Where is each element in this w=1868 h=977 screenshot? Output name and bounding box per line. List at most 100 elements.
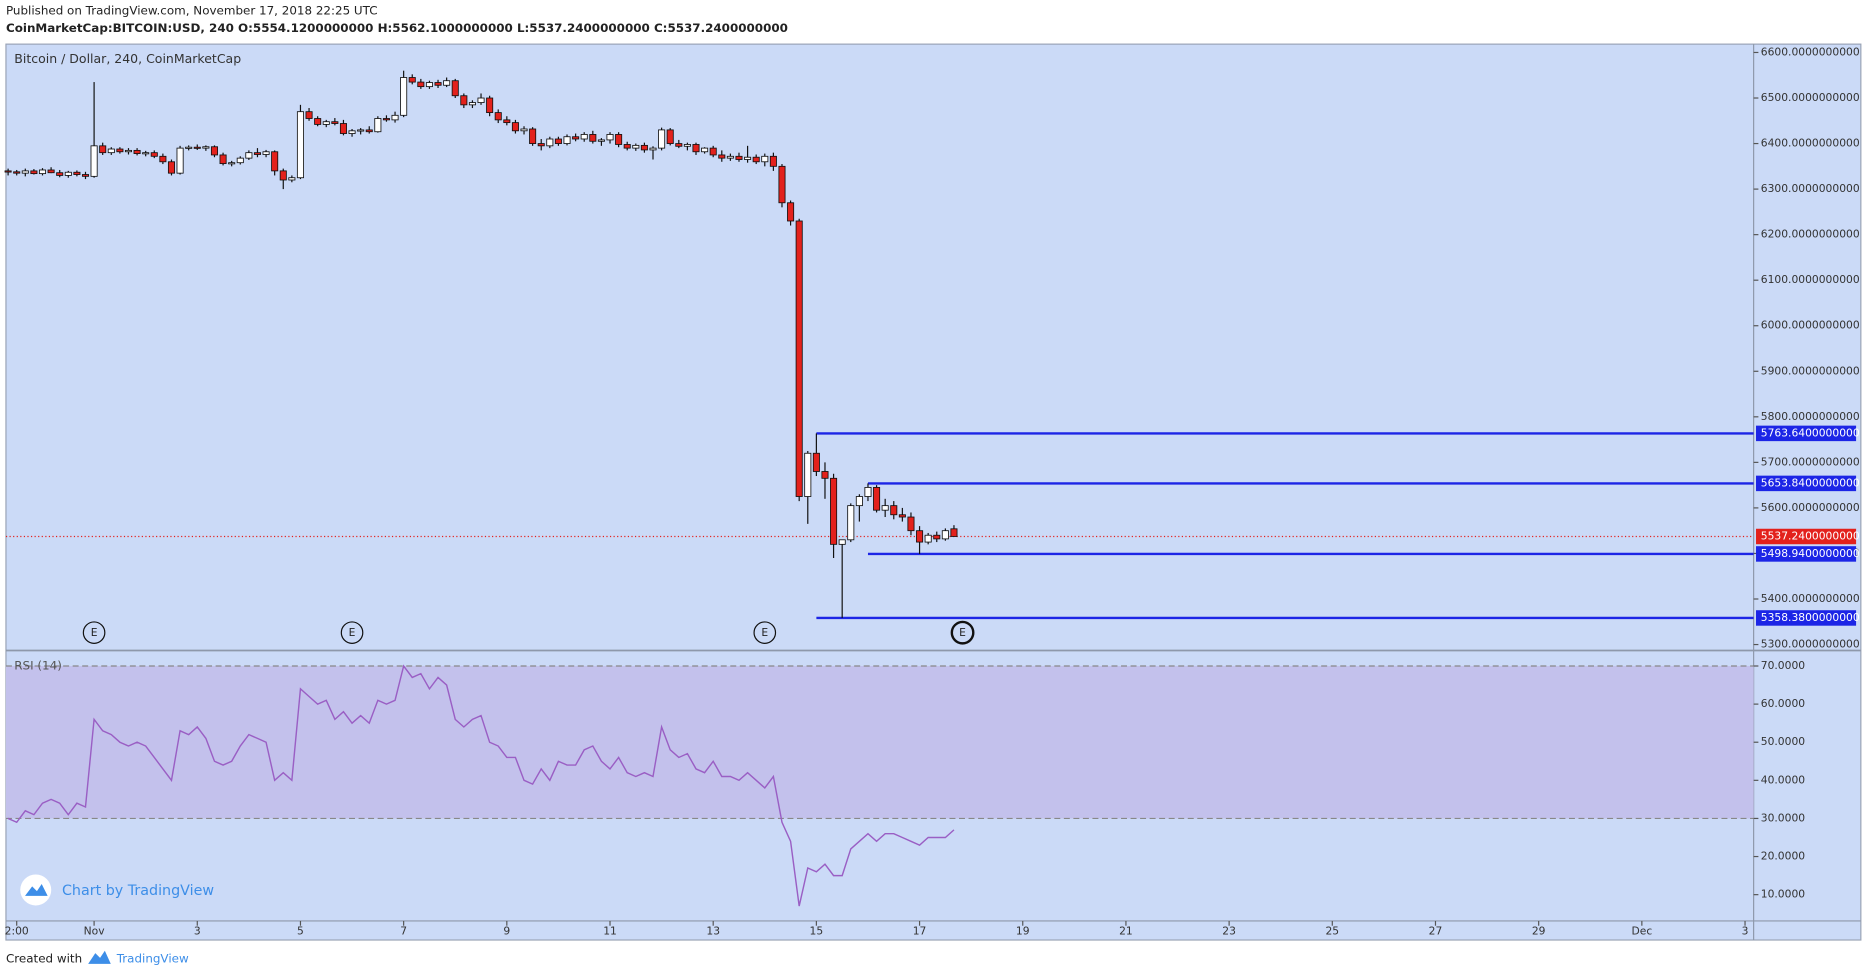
price-tick-label: 6100.0000000000 bbox=[1761, 273, 1860, 286]
time-tick-label: 29 bbox=[1532, 925, 1546, 938]
candle-body bbox=[494, 112, 502, 121]
candle-body bbox=[305, 111, 313, 119]
level-label-bg bbox=[1756, 475, 1857, 492]
candle-body bbox=[606, 134, 614, 141]
rsi-tick-label: 30.0000 bbox=[1761, 811, 1806, 824]
time-tick-label: Nov bbox=[84, 925, 106, 938]
time-tick-label: Dec bbox=[1631, 925, 1652, 938]
candle-body bbox=[56, 172, 64, 176]
candle-body bbox=[64, 171, 72, 176]
candle-body bbox=[924, 534, 932, 543]
candle-body bbox=[537, 143, 545, 147]
candle-body bbox=[30, 170, 38, 175]
candle-body bbox=[374, 118, 382, 133]
candle-body bbox=[271, 151, 279, 172]
candle-body bbox=[726, 155, 734, 159]
candle-body bbox=[331, 121, 339, 124]
rsi-tick-label: 60.0000 bbox=[1761, 697, 1806, 710]
candle-body bbox=[116, 148, 124, 153]
candle-body bbox=[417, 81, 425, 88]
time-tick-label: 9 bbox=[503, 925, 510, 938]
event-label: E bbox=[761, 626, 768, 639]
candle-body bbox=[228, 162, 236, 165]
event-label: E bbox=[349, 626, 356, 639]
candle-body bbox=[640, 144, 648, 151]
candle-body bbox=[563, 136, 571, 144]
candle-body bbox=[950, 528, 958, 537]
candle-body bbox=[486, 97, 494, 114]
candle-body bbox=[632, 144, 640, 149]
event-marker bbox=[950, 620, 975, 645]
time-tick-label: 5 bbox=[297, 925, 304, 938]
time-tick-label: 21 bbox=[1119, 925, 1133, 938]
watermark-icon bbox=[25, 884, 48, 896]
candle-body bbox=[597, 139, 605, 142]
candle-body bbox=[167, 161, 175, 174]
candle-body bbox=[99, 145, 107, 154]
level-label-bg bbox=[1756, 425, 1857, 442]
last-price-label: 5537.2400000000 bbox=[1761, 529, 1860, 542]
time-tick-label: 3 bbox=[1742, 925, 1749, 938]
candle-body bbox=[761, 155, 769, 163]
price-tick-label: 5600.0000000000 bbox=[1761, 501, 1860, 514]
candle-body bbox=[907, 516, 915, 532]
candle-body bbox=[735, 155, 743, 160]
candle-body bbox=[245, 152, 253, 159]
candle-body bbox=[262, 151, 270, 155]
candle-body bbox=[847, 505, 855, 541]
candle-body bbox=[658, 129, 666, 149]
candle-body bbox=[572, 136, 580, 140]
time-tick-label: 2:00 bbox=[5, 925, 29, 938]
event-marker bbox=[340, 621, 364, 644]
candle-body bbox=[830, 477, 838, 545]
candle-body bbox=[812, 452, 820, 472]
price-tick-label: 5300.0000000000 bbox=[1761, 638, 1860, 651]
candle-body bbox=[838, 539, 846, 545]
candle-body bbox=[90, 145, 98, 177]
candle-body bbox=[391, 114, 399, 121]
candle-body bbox=[580, 134, 588, 140]
candle-body bbox=[142, 152, 150, 155]
price-tick-label: 5400.0000000000 bbox=[1761, 592, 1860, 605]
candle-body bbox=[425, 82, 433, 88]
time-tick-label: 17 bbox=[913, 925, 927, 938]
published-line: Published on TradingView.com, November 1… bbox=[6, 3, 378, 17]
price-tick-label: 5700.0000000000 bbox=[1761, 455, 1860, 468]
candle-body bbox=[81, 174, 90, 177]
rsi-band bbox=[5, 666, 1754, 819]
rsi-tick-label: 10.0000 bbox=[1761, 888, 1806, 901]
level-label: 5498.9400000000 bbox=[1761, 547, 1860, 560]
candle-body bbox=[21, 170, 29, 174]
candle-body bbox=[778, 165, 786, 204]
candle-body bbox=[107, 148, 115, 154]
time-tick-label: 27 bbox=[1429, 925, 1443, 938]
candle-body bbox=[365, 129, 373, 133]
price-tick-label: 6200.0000000000 bbox=[1761, 228, 1860, 241]
rsi-pane-title: RSI (14) bbox=[14, 659, 62, 673]
candle-body bbox=[193, 146, 201, 149]
candle-body bbox=[314, 118, 322, 125]
candle-body bbox=[236, 157, 244, 164]
candle-body bbox=[941, 530, 949, 540]
time-tick-label: 13 bbox=[706, 925, 720, 938]
level-label-bg bbox=[1756, 546, 1857, 562]
price-tick-label: 5800.0000000000 bbox=[1761, 410, 1860, 423]
candle-body bbox=[795, 220, 803, 497]
time-tick-label: 7 bbox=[400, 925, 407, 938]
price-pane-title: Bitcoin / Dollar, 240, CoinMarketCap bbox=[14, 51, 241, 66]
candle-body bbox=[322, 121, 330, 125]
time-tick-label: 19 bbox=[1016, 925, 1030, 938]
time-tick-label: 15 bbox=[810, 925, 824, 938]
candle-body bbox=[692, 144, 700, 153]
rsi-tick-label: 40.0000 bbox=[1761, 773, 1806, 786]
candle-body bbox=[460, 95, 468, 106]
watermark: Chart by TradingView bbox=[20, 874, 214, 906]
candle-body bbox=[916, 530, 924, 543]
candle-body bbox=[202, 146, 210, 149]
candle-body bbox=[477, 97, 485, 103]
price-tick-label: 6400.0000000000 bbox=[1761, 137, 1860, 150]
candle-body bbox=[881, 505, 889, 511]
candle-body bbox=[873, 487, 881, 511]
event-marker bbox=[82, 621, 106, 644]
